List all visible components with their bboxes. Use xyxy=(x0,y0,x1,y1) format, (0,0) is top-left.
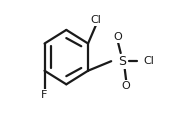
Text: Cl: Cl xyxy=(144,56,155,66)
Text: S: S xyxy=(118,55,126,68)
Text: O: O xyxy=(122,81,131,91)
Text: Cl: Cl xyxy=(91,15,102,25)
Text: F: F xyxy=(41,90,48,100)
Text: O: O xyxy=(114,32,122,42)
